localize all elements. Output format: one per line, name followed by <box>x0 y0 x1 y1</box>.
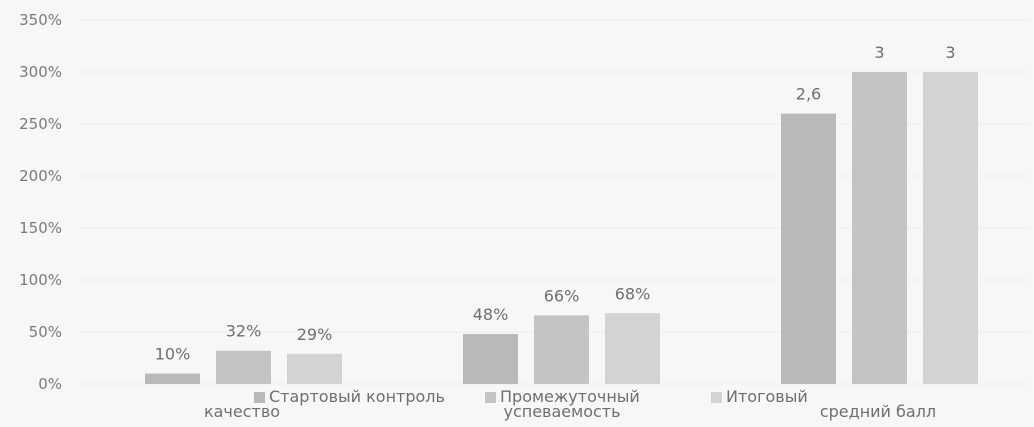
data-label: 68% <box>615 284 651 303</box>
y-tick-label: 150% <box>19 219 62 237</box>
data-label: 29% <box>297 325 333 344</box>
legend-swatch <box>485 392 496 403</box>
category-label: успеваемость <box>503 402 620 421</box>
y-tick-label: 250% <box>19 115 62 133</box>
legend-swatch <box>254 392 265 403</box>
data-label: 66% <box>544 286 580 305</box>
data-label: 48% <box>473 305 509 324</box>
category-label: качество <box>204 402 280 421</box>
bar <box>534 315 589 384</box>
data-label: 32% <box>226 322 262 341</box>
y-tick-label: 200% <box>19 167 62 185</box>
data-label: 3 <box>945 43 955 62</box>
legend-label: Итоговый <box>726 387 808 406</box>
y-tick-label: 50% <box>29 323 62 341</box>
bar <box>287 353 342 384</box>
bar <box>216 350 271 384</box>
bar <box>852 72 907 384</box>
y-tick-label: 300% <box>19 63 62 81</box>
y-tick-label: 350% <box>19 11 62 29</box>
y-tick-label: 0% <box>38 375 62 393</box>
legend-label: Промежуточный <box>500 387 640 406</box>
data-label: 3 <box>874 43 884 62</box>
bar <box>781 113 836 384</box>
bar <box>923 72 978 384</box>
bar <box>463 334 518 384</box>
bar <box>605 313 660 384</box>
data-label: 2,6 <box>796 85 821 104</box>
legend-label: Стартовый контроль <box>269 387 445 406</box>
data-label: 10% <box>155 345 191 364</box>
bar <box>145 373 200 384</box>
category-label: средний балл <box>820 402 936 421</box>
y-tick-label: 100% <box>19 271 62 289</box>
legend-swatch <box>711 392 722 403</box>
